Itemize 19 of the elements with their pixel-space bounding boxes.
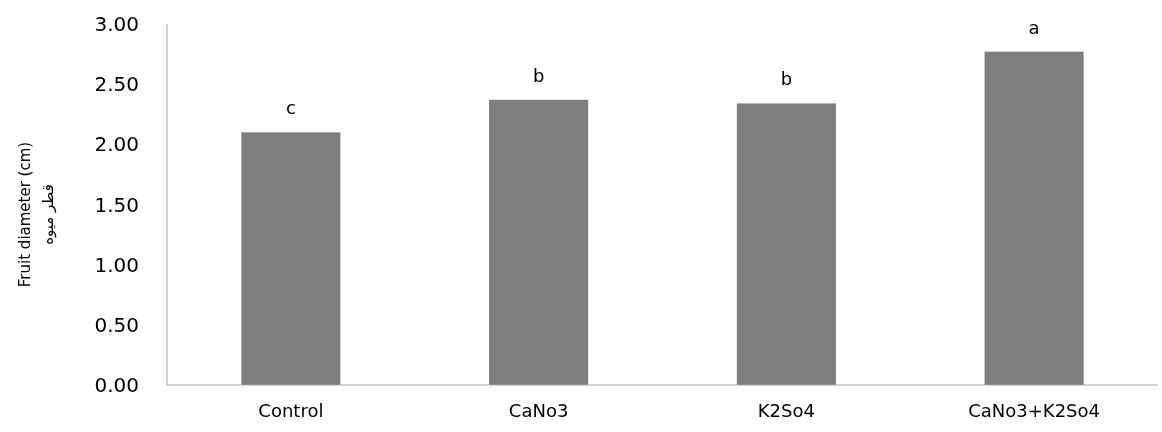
y-tick-label: 1.00 (94, 252, 139, 277)
annotation: b (780, 68, 793, 90)
y-tick-label: 0.50 (94, 312, 139, 337)
bar (489, 99, 589, 385)
y-tick-label: 3.00 (94, 12, 139, 36)
annotation: a (1028, 16, 1040, 38)
y-tick-label: 2.50 (94, 72, 139, 97)
y-tick-label: 2.00 (94, 132, 139, 157)
y-tick-label: 1.50 (94, 192, 139, 217)
x-tick-label: CaNo3+K2So4 (968, 400, 1101, 421)
annotation: b (532, 64, 545, 86)
x-tick-label: K2So4 (757, 400, 815, 421)
x-tick-label: Control (258, 400, 324, 421)
bar (241, 132, 341, 385)
annotation: c (285, 97, 296, 119)
x-tick-label: CaNo3 (508, 400, 569, 421)
y-tick-label: 0.00 (94, 373, 139, 397)
bar (984, 51, 1084, 385)
bar (736, 103, 836, 385)
